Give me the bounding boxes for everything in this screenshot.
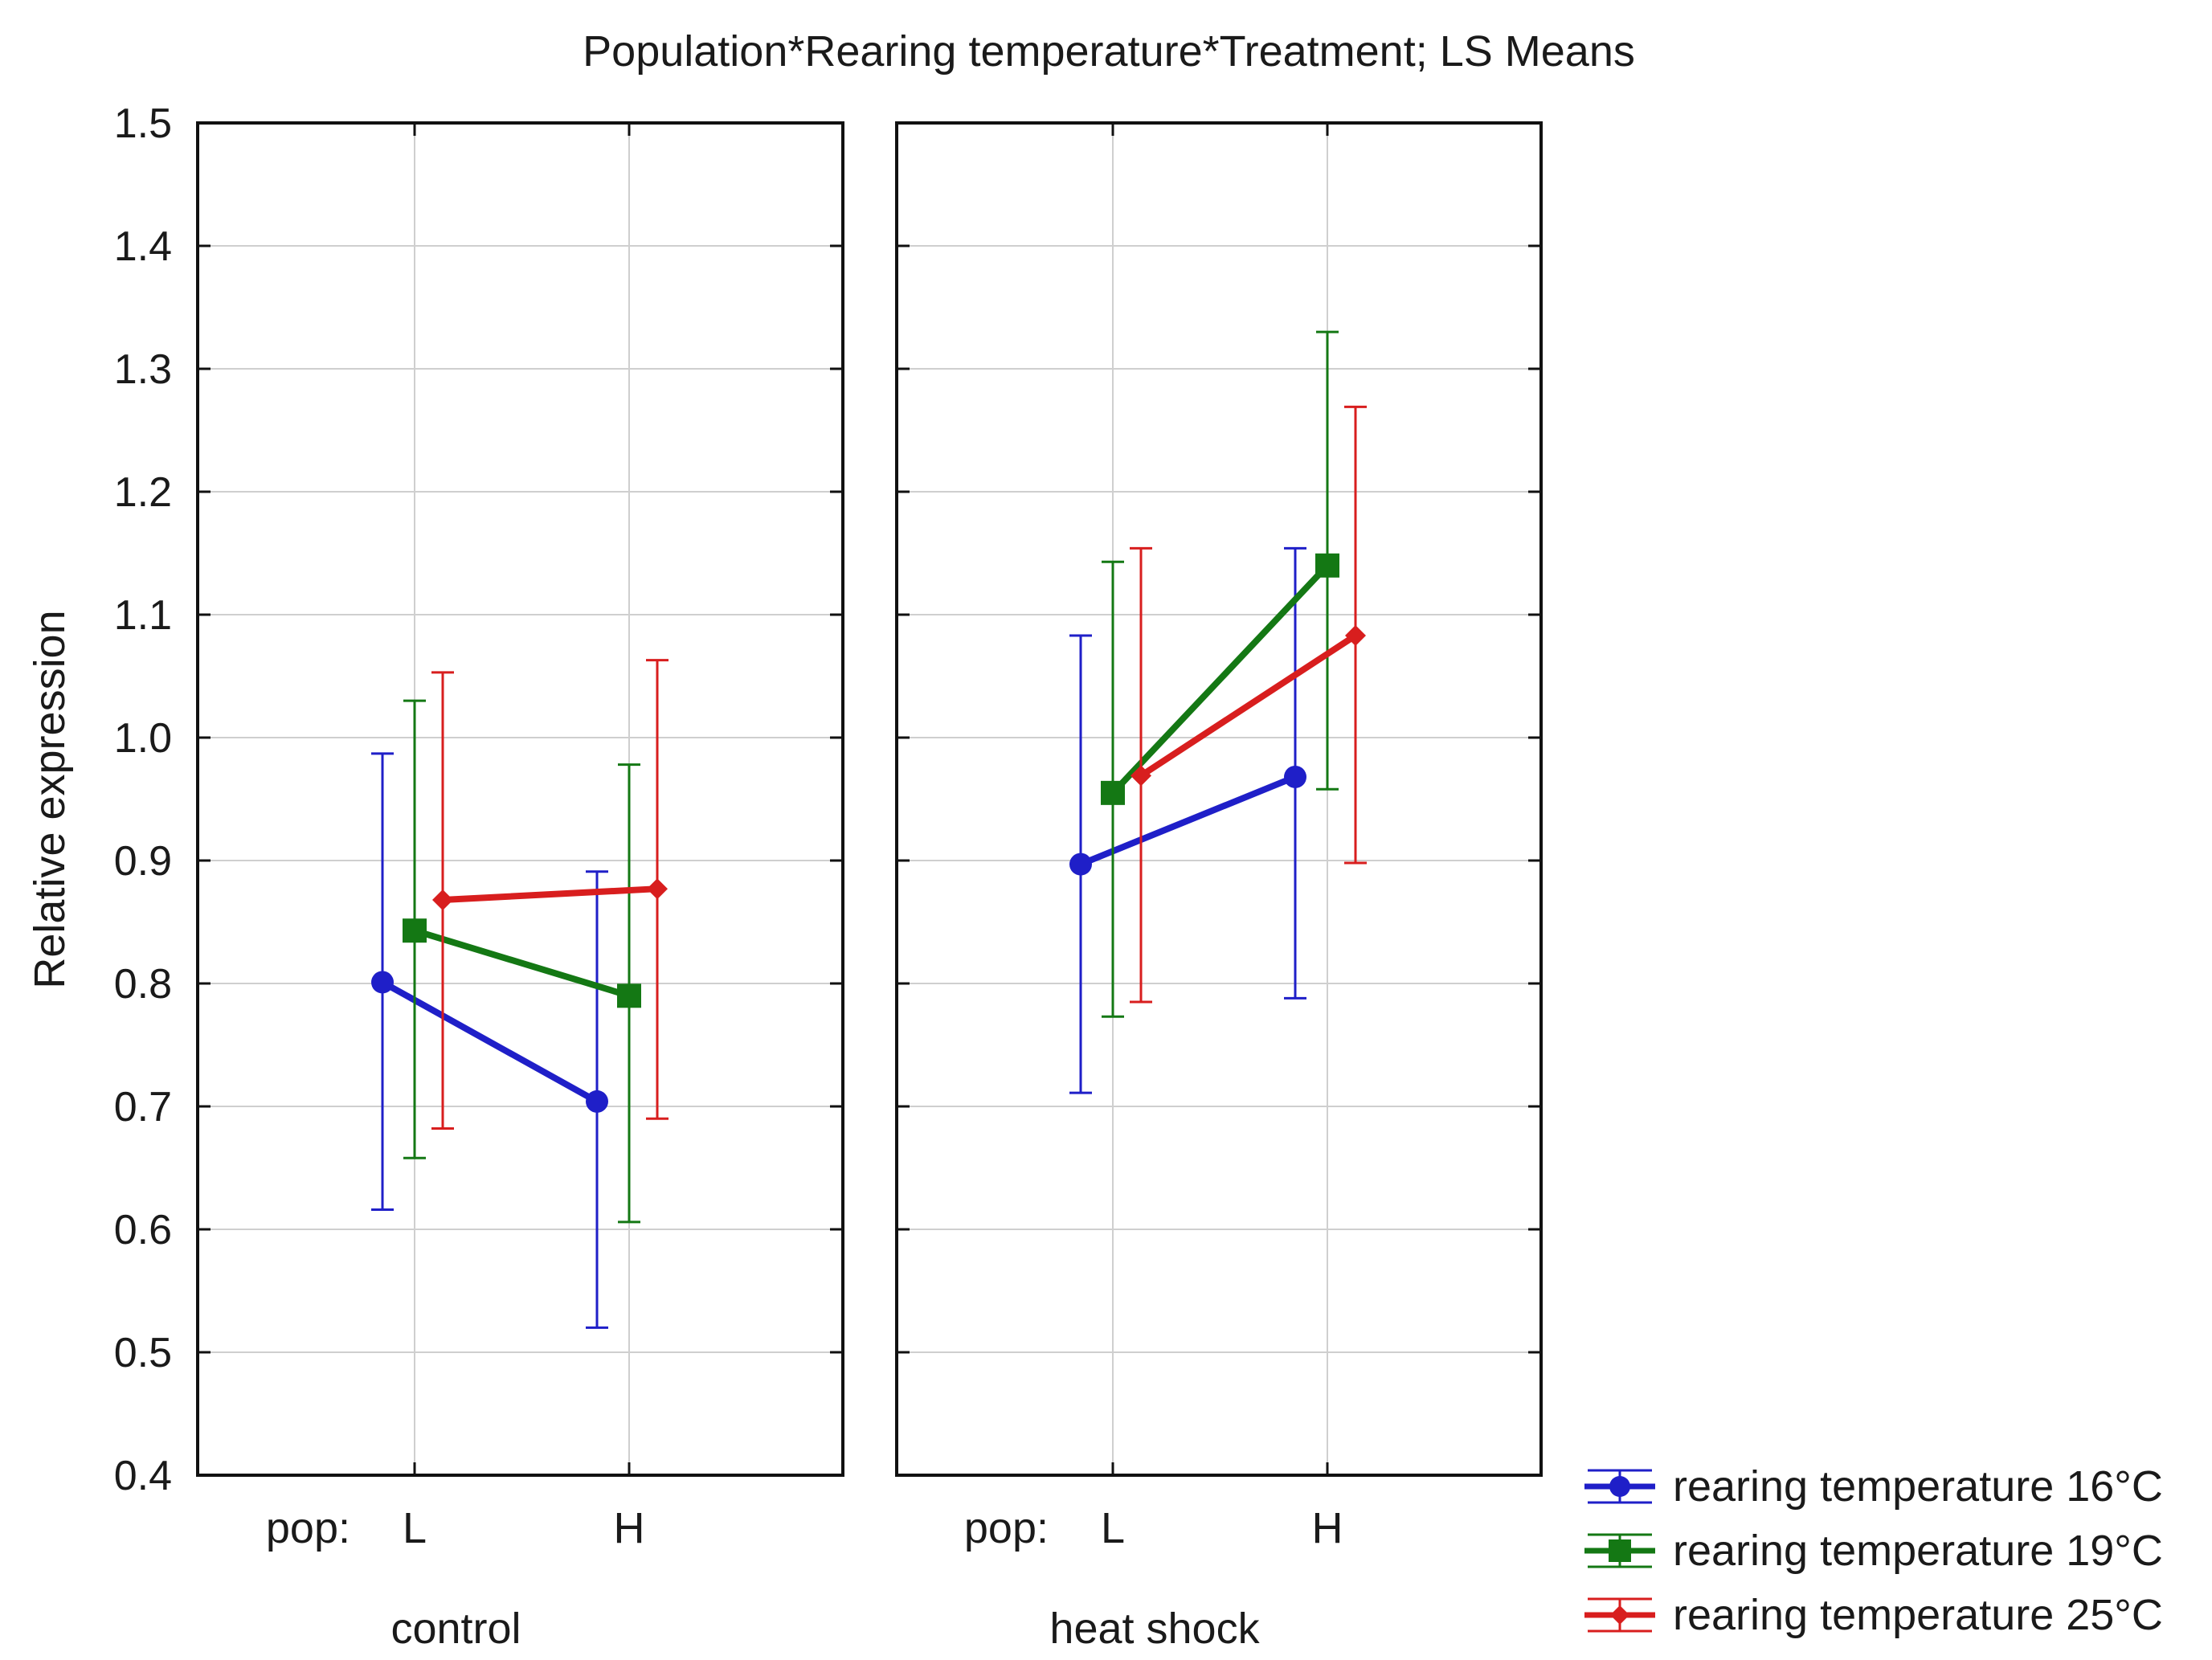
series-line — [440, 885, 660, 903]
legend-marker — [1609, 1539, 1631, 1562]
y-tick-label: 0.9 — [114, 838, 172, 885]
y-tick-label: 1.1 — [114, 592, 172, 639]
y-tick-label: 0.5 — [114, 1330, 172, 1376]
y-axis-label: Relative expression — [26, 610, 74, 988]
legend: rearing temperature 16°C rearing temperat… — [1584, 1462, 2163, 1639]
x-tick-label: L — [403, 1504, 427, 1552]
data-point — [1345, 625, 1366, 647]
panel-frame — [196, 121, 844, 1477]
x-axis-prefix: pop: — [964, 1504, 1049, 1552]
y-tick-label: 0.6 — [114, 1207, 172, 1253]
legend-item-circle: rearing temperature 16°C — [1584, 1462, 2163, 1511]
group-label: control — [390, 1605, 521, 1653]
series-line — [1110, 562, 1331, 796]
series-line — [1138, 632, 1359, 779]
data-point — [647, 878, 668, 900]
panels-layer: 0.4 0.5 0.6 0.7 0.8 0.9 1.0 1.1 1.2 1.3 1.4 1.5 pop:… — [114, 100, 1543, 1653]
x-axis-prefix: pop: — [266, 1504, 350, 1552]
legend-item-square: rearing temperature 19°C — [1584, 1527, 2163, 1575]
x-tick-label: H — [614, 1504, 645, 1552]
legend-label: rearing temperature 16°C — [1673, 1462, 2163, 1511]
series-square — [403, 699, 641, 1224]
legend-marker — [1610, 1605, 1629, 1625]
series-line — [379, 979, 600, 1105]
data-point — [432, 889, 453, 910]
y-tick-label: 0.7 — [114, 1084, 172, 1131]
series-diamond — [1130, 405, 1367, 1004]
y-tick-label: 1.3 — [114, 346, 172, 393]
panel-control: 0.4 0.5 0.6 0.7 0.8 0.9 1.0 1.1 1.2 1.3 1.4 1.5 pop:… — [114, 100, 844, 1653]
group-label: heat shock — [1049, 1605, 1260, 1653]
series-line — [411, 927, 632, 1000]
data-point — [371, 971, 394, 994]
legend-item-diamond: rearing temperature 25°C — [1584, 1591, 2163, 1639]
data-point — [1069, 852, 1092, 876]
panel-frame — [895, 121, 1543, 1477]
y-tick-label: 1.5 — [114, 100, 172, 147]
data-point — [1101, 780, 1125, 805]
data-point — [1284, 765, 1306, 788]
chart-title: Population*Rearing temperature*Treatment… — [583, 27, 1635, 76]
x-tick-label: H — [1312, 1504, 1343, 1552]
data-point — [1131, 765, 1151, 787]
series-line — [1077, 773, 1298, 868]
legend-label: rearing temperature 25°C — [1673, 1591, 2163, 1639]
data-point — [617, 983, 641, 1008]
y-tick-label: 0.4 — [114, 1453, 172, 1499]
data-point — [1315, 553, 1339, 578]
series-square — [1101, 330, 1339, 1018]
legend-marker — [1609, 1476, 1630, 1497]
series-diamond — [431, 659, 669, 1131]
y-tick-label: 1.2 — [114, 469, 172, 516]
y-tick-label: 1.0 — [114, 715, 172, 762]
series-circle — [1069, 546, 1306, 1094]
y-tick-label: 1.4 — [114, 223, 172, 270]
series-circle — [371, 752, 608, 1329]
data-point — [403, 918, 427, 943]
legend-label: rearing temperature 19°C — [1673, 1527, 2163, 1575]
x-tick-label: L — [1101, 1504, 1125, 1552]
data-point — [586, 1090, 608, 1113]
y-tick-label: 0.8 — [114, 961, 172, 1008]
